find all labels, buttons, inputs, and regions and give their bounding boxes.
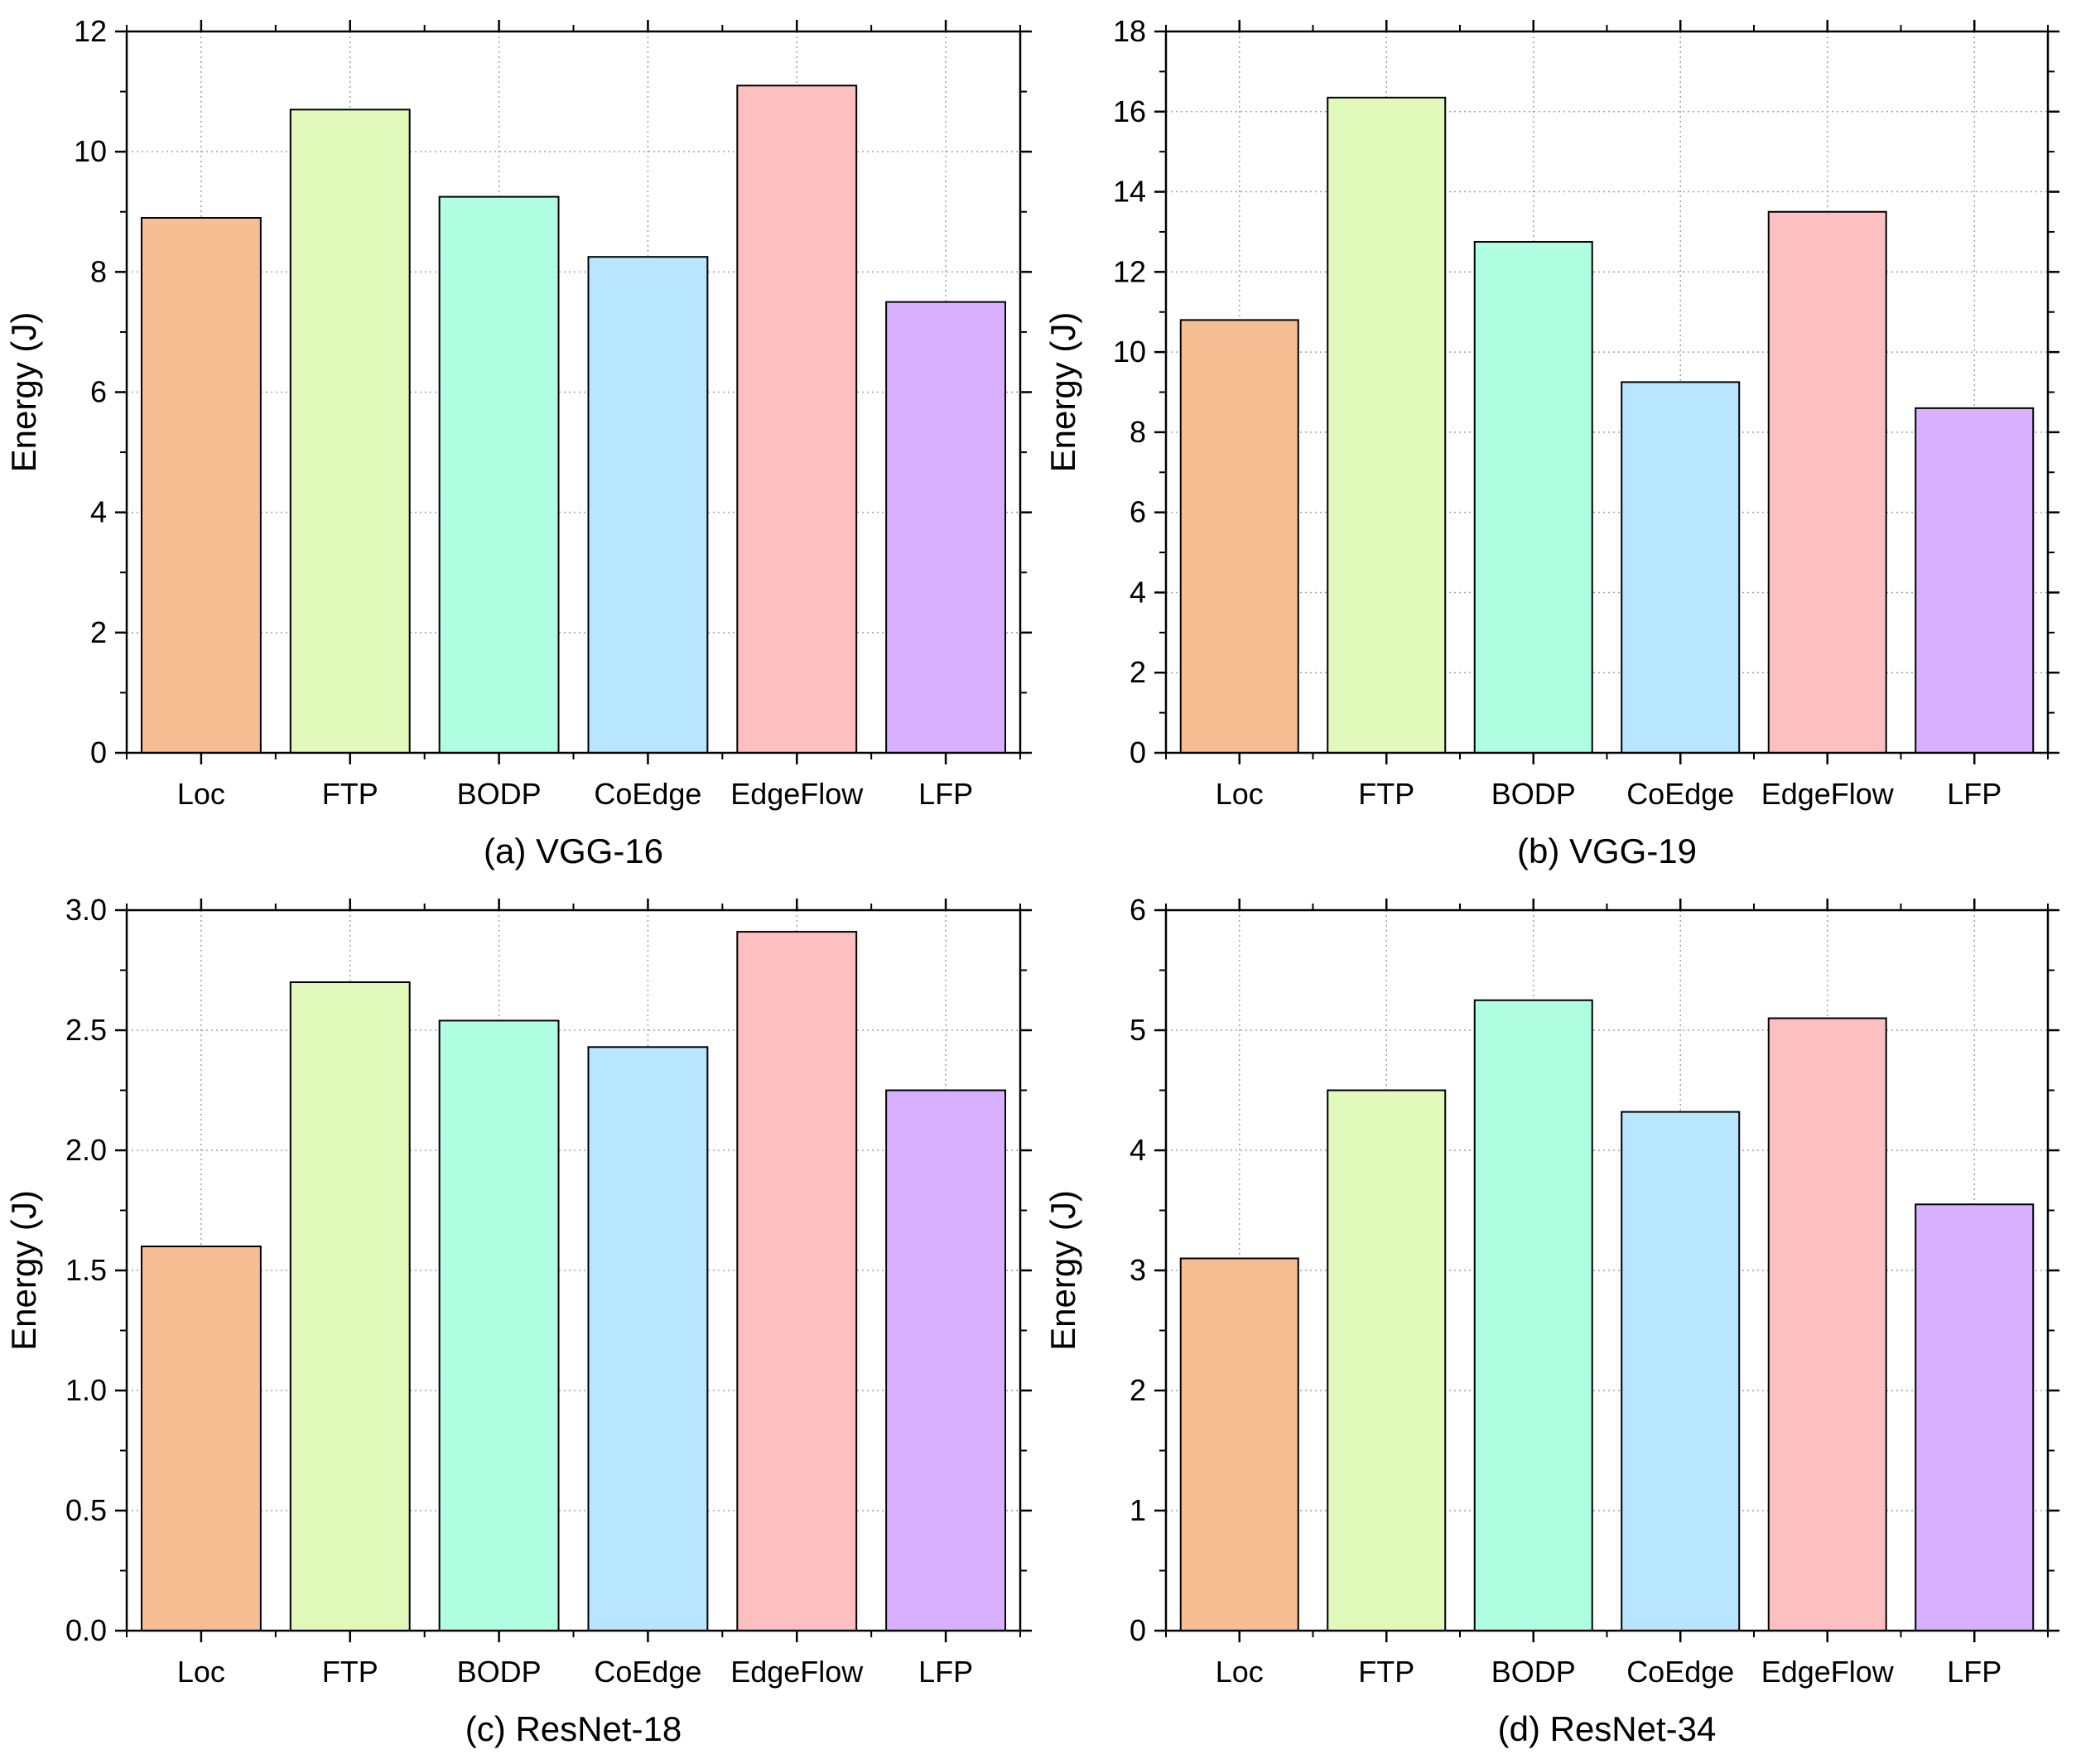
y-tick-label: 2 (90, 615, 107, 649)
y-tick-label: 1.5 (65, 1253, 107, 1287)
x-tick-label: CoEdge (594, 777, 701, 811)
y-tick-label: 0.5 (65, 1493, 107, 1527)
x-tick-label: Loc (1216, 1655, 1264, 1689)
y-axis-label: Energy (J) (1043, 1190, 1082, 1351)
y-tick-label: 6 (90, 375, 107, 409)
bar-ftp (289, 108, 411, 754)
y-tick-label: 2 (1130, 1373, 1146, 1407)
x-tick-label: FTP (322, 1655, 378, 1689)
x-tick-label: FTP (322, 777, 378, 811)
y-tick-label: 0 (90, 735, 107, 769)
y-tick-label: 4 (90, 495, 107, 529)
x-tick-label: CoEdge (1626, 777, 1734, 811)
x-tick-label: Loc (1216, 777, 1264, 811)
x-tick-label: LFP (918, 777, 973, 811)
bar-bodp (1473, 999, 1593, 1631)
y-tick-label: 1 (1130, 1493, 1146, 1527)
bar-edgeflow (1767, 210, 1887, 754)
y-axis-label: Energy (J) (4, 312, 43, 473)
chart-caption: (d) ResNet-34 (1498, 1709, 1717, 1748)
bar-loc (1179, 1257, 1299, 1631)
bar-ftp (289, 981, 411, 1631)
y-tick-label: 8 (1130, 415, 1146, 449)
y-tick-label: 8 (90, 254, 107, 288)
x-tick-label: LFP (918, 1655, 973, 1689)
x-tick-label: BODP (1491, 777, 1576, 811)
y-tick-label: 16 (1113, 94, 1146, 128)
y-tick-label: 1.0 (65, 1373, 107, 1407)
bar-bodp (438, 1019, 560, 1631)
bar-edgeflow (1767, 1017, 1887, 1631)
y-tick-label: 6 (1130, 893, 1146, 927)
y-tick-label: 4 (1130, 575, 1146, 609)
x-tick-label: LFP (1947, 777, 2002, 811)
bar-loc (1179, 319, 1299, 754)
y-tick-label: 2.5 (65, 1013, 107, 1047)
bar-lfp (885, 301, 1007, 754)
y-tick-label: 3.0 (65, 893, 107, 927)
chart-caption: (b) VGG-19 (1517, 831, 1697, 870)
x-tick-label: FTP (1358, 1655, 1414, 1689)
x-tick-label: BODP (1491, 1655, 1576, 1689)
x-tick-label: Loc (177, 777, 225, 811)
chart-panel-1: 0 2 4 6 8 10 12 Loc FTP BODP CoEdge EdgeFlow LFP Ener… (4, 14, 1032, 870)
bar-ftp (1327, 96, 1447, 754)
bar-lfp (885, 1089, 1007, 1631)
x-tick-label: BODP (457, 777, 542, 811)
x-tick-label: CoEdge (594, 1655, 701, 1689)
bar-lfp (1915, 1203, 2035, 1631)
chart-panel-4: 0 1 2 3 4 5 6 Loc FTP BODP CoEdge EdgeFlow LFP Energy… (1043, 893, 2059, 1748)
bar-bodp (1473, 241, 1593, 754)
x-tick-label: BODP (457, 1655, 542, 1689)
y-tick-label: 0 (1130, 1613, 1146, 1647)
chart-caption: (c) ResNet-18 (465, 1709, 682, 1748)
x-tick-label: Loc (177, 1655, 225, 1689)
y-tick-label: 14 (1113, 175, 1146, 209)
y-tick-label: 18 (1113, 14, 1146, 48)
chart-panel-2: 0 2 4 6 8 10 12 14 16 18 Loc FTP BODP CoEdge EdgeFlow L… (1043, 14, 2059, 870)
y-axis-label: Energy (J) (4, 1190, 43, 1351)
y-tick-label: 5 (1130, 1013, 1146, 1047)
bar-lfp (1915, 407, 2035, 754)
bar-coedge (1621, 381, 1741, 754)
bar-ftp (1327, 1089, 1447, 1631)
bar-coedge (587, 256, 709, 754)
x-tick-label: EdgeFlow (730, 777, 864, 811)
y-tick-label: 0 (1130, 735, 1146, 769)
bar-edgeflow (736, 84, 858, 754)
y-tick-label: 10 (74, 134, 107, 168)
y-tick-label: 4 (1130, 1133, 1146, 1167)
bar-loc (140, 1246, 262, 1631)
bar-coedge (1621, 1111, 1741, 1631)
y-tick-label: 0.0 (65, 1613, 107, 1647)
y-axis-label: Energy (J) (1043, 312, 1082, 473)
x-tick-label: FTP (1358, 777, 1414, 811)
x-tick-label: EdgeFlow (1761, 1655, 1895, 1689)
y-tick-label: 10 (1113, 335, 1146, 369)
bar-loc (140, 217, 262, 754)
bar-coedge (587, 1046, 709, 1632)
x-tick-label: LFP (1947, 1655, 2002, 1689)
chart-panel-3: 0.0 0.5 1.0 1.5 2.0 2.5 3.0 Loc FTP BODP CoEdge Edg… (4, 893, 1032, 1748)
x-tick-label: EdgeFlow (1761, 777, 1895, 811)
x-tick-label: EdgeFlow (730, 1655, 864, 1689)
y-tick-label: 2.0 (65, 1133, 107, 1167)
y-tick-label: 12 (1113, 254, 1146, 288)
y-tick-label: 6 (1130, 495, 1146, 529)
x-tick-label: CoEdge (1626, 1655, 1734, 1689)
y-tick-label: 2 (1130, 655, 1146, 689)
chart-caption: (a) VGG-16 (484, 831, 663, 870)
bar-bodp (438, 195, 560, 754)
y-tick-label: 3 (1130, 1253, 1146, 1287)
bar-edgeflow (736, 931, 858, 1631)
y-tick-label: 12 (74, 14, 107, 48)
